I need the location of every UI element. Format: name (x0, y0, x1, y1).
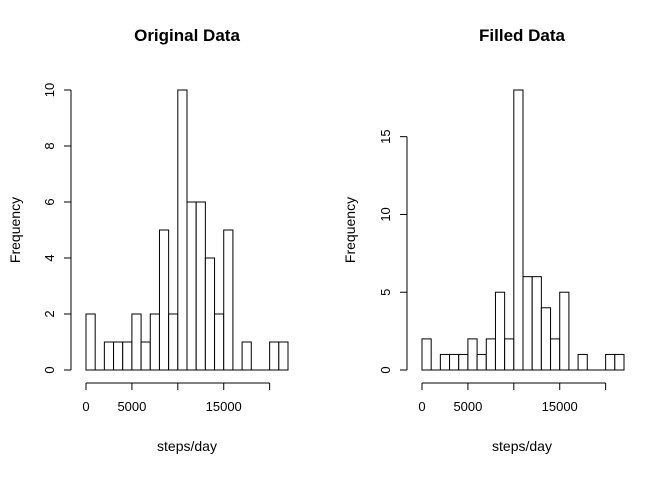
x-tick-label: 15000 (206, 399, 242, 414)
y-tick-label: 15 (378, 129, 393, 143)
histogram-bar (485, 338, 496, 371)
histogram-bar (195, 201, 206, 371)
x-tick-label: 0 (418, 399, 425, 414)
chart-title: Original Data (134, 26, 240, 45)
histogram-bar (540, 307, 552, 371)
histogram-bar (186, 201, 197, 371)
histogram-bar (269, 341, 280, 371)
x-axis-label: steps/day (157, 438, 217, 454)
x-tick-label: 5000 (453, 399, 482, 414)
histogram-bar (223, 229, 234, 371)
histogram-bar (467, 338, 478, 371)
y-tick-label: 0 (42, 366, 57, 373)
histogram-bar (149, 313, 160, 371)
histogram-bar (122, 341, 133, 371)
histogram-bar (140, 341, 151, 371)
histogram-bar (605, 353, 616, 371)
x-tick-label: 0 (82, 399, 89, 414)
x-axis-label: steps/day (492, 438, 552, 454)
histogram-bar (103, 341, 115, 371)
histogram-bar (494, 291, 506, 371)
chart-title: Filled Data (479, 26, 566, 45)
y-tick-label: 8 (42, 142, 57, 149)
histogram-bar (577, 353, 588, 371)
histogram-bar (177, 89, 188, 371)
histogram-bar (85, 313, 96, 371)
histogram-bar (522, 276, 533, 371)
histogram-bar (513, 89, 524, 371)
histogram-bar (113, 341, 124, 371)
y-tick-label: 5 (378, 289, 393, 296)
y-tick-label: 4 (42, 254, 57, 261)
y-axis-label: Frequency (7, 197, 23, 263)
y-tick-label: 6 (42, 198, 57, 205)
histogram-bar (158, 229, 170, 371)
histogram-bar (168, 313, 179, 371)
histogram-bar (550, 338, 561, 371)
histogram-bar (241, 341, 252, 371)
y-tick-label: 10 (42, 83, 57, 97)
histogram-bar (214, 313, 225, 371)
y-tick-label: 2 (42, 310, 57, 317)
histogram-bar (559, 291, 570, 371)
histogram-panel-2: Filled Data 0 5000 15000 steps/day 0 5 10 15 Freq… (342, 26, 625, 454)
histogram-bar (278, 341, 289, 371)
histogram-bar (439, 353, 451, 371)
histogram-bar (204, 257, 216, 371)
histogram-bar (531, 276, 542, 371)
histogram-bar (458, 353, 469, 371)
histogram-bar (421, 338, 432, 371)
x-tick-label: 5000 (117, 399, 146, 414)
histogram-bar (476, 353, 487, 371)
y-tick-label: 0 (378, 366, 393, 373)
x-tick-label: 15000 (542, 399, 578, 414)
histogram-bar (449, 353, 460, 371)
histogram-bar (131, 313, 142, 371)
histogram-bar (614, 353, 625, 371)
histogram-bar (504, 338, 515, 371)
y-tick-label: 10 (378, 207, 393, 221)
y-axis-label: Frequency (342, 197, 358, 263)
histogram-panel-1: Original Data 0 5000 15000 steps/day 0 2 4 6 8 10 F… (7, 26, 289, 454)
